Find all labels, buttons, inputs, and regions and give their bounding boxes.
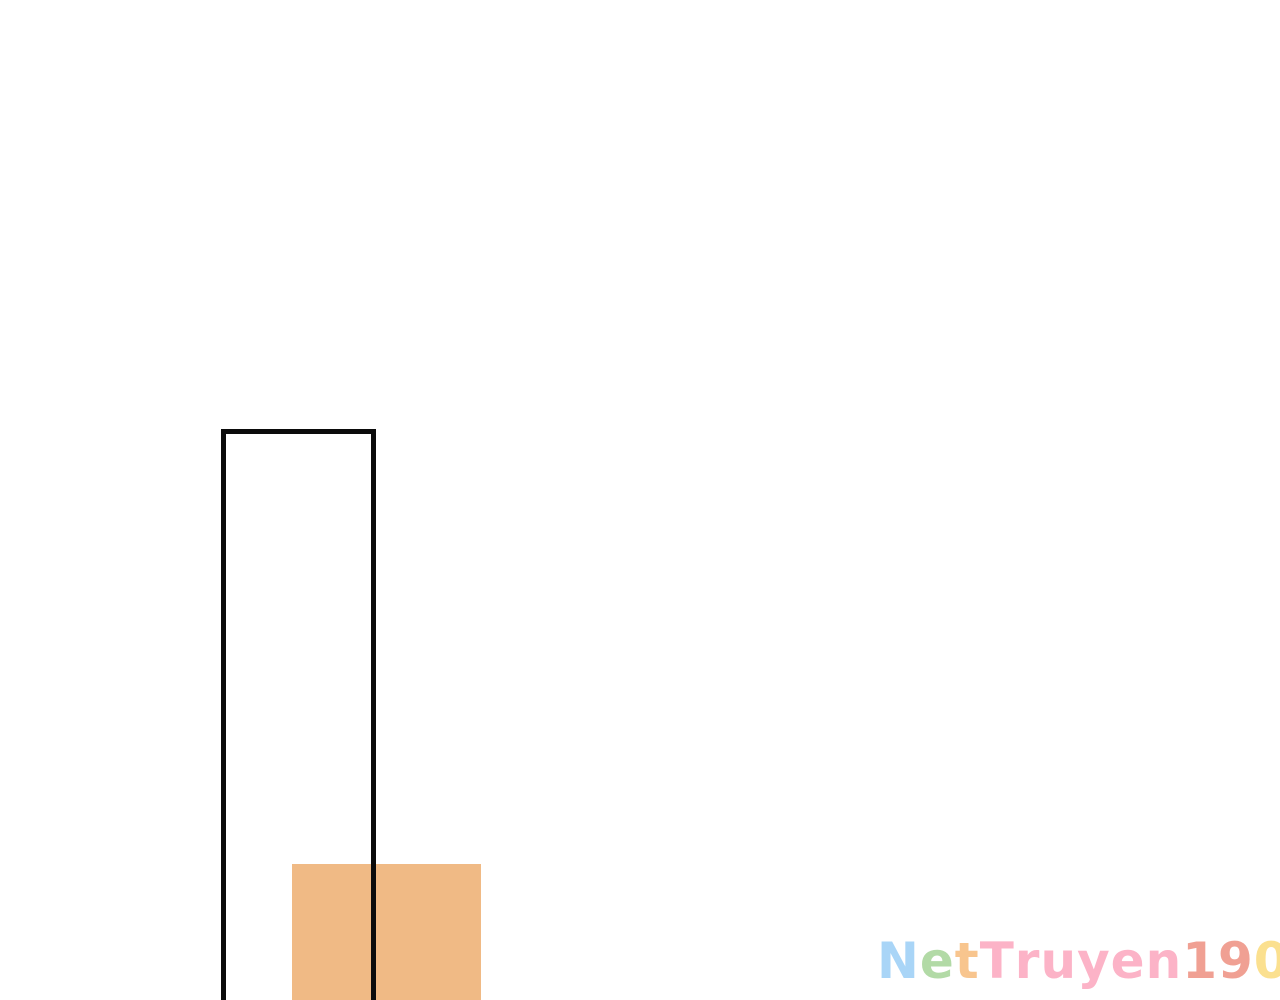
nettruyen-watermark: NetTruyen1905 bbox=[877, 936, 1280, 986]
watermark-char: e bbox=[919, 932, 955, 990]
watermark-char: 1 bbox=[1182, 932, 1218, 990]
watermark-char: t bbox=[954, 932, 980, 990]
watermark-char: T bbox=[979, 932, 1015, 990]
watermark-char: 9 bbox=[1218, 932, 1254, 990]
watermark-char: e bbox=[1110, 932, 1146, 990]
panel-frame bbox=[221, 429, 376, 1000]
watermark-char: u bbox=[1040, 932, 1078, 990]
watermark-char: 0 bbox=[1253, 932, 1280, 990]
orange-color-block bbox=[292, 864, 481, 1000]
watermark-char: N bbox=[877, 932, 920, 990]
watermark-char: n bbox=[1145, 932, 1183, 990]
watermark-char: y bbox=[1077, 932, 1111, 990]
watermark-char: r bbox=[1014, 932, 1041, 990]
